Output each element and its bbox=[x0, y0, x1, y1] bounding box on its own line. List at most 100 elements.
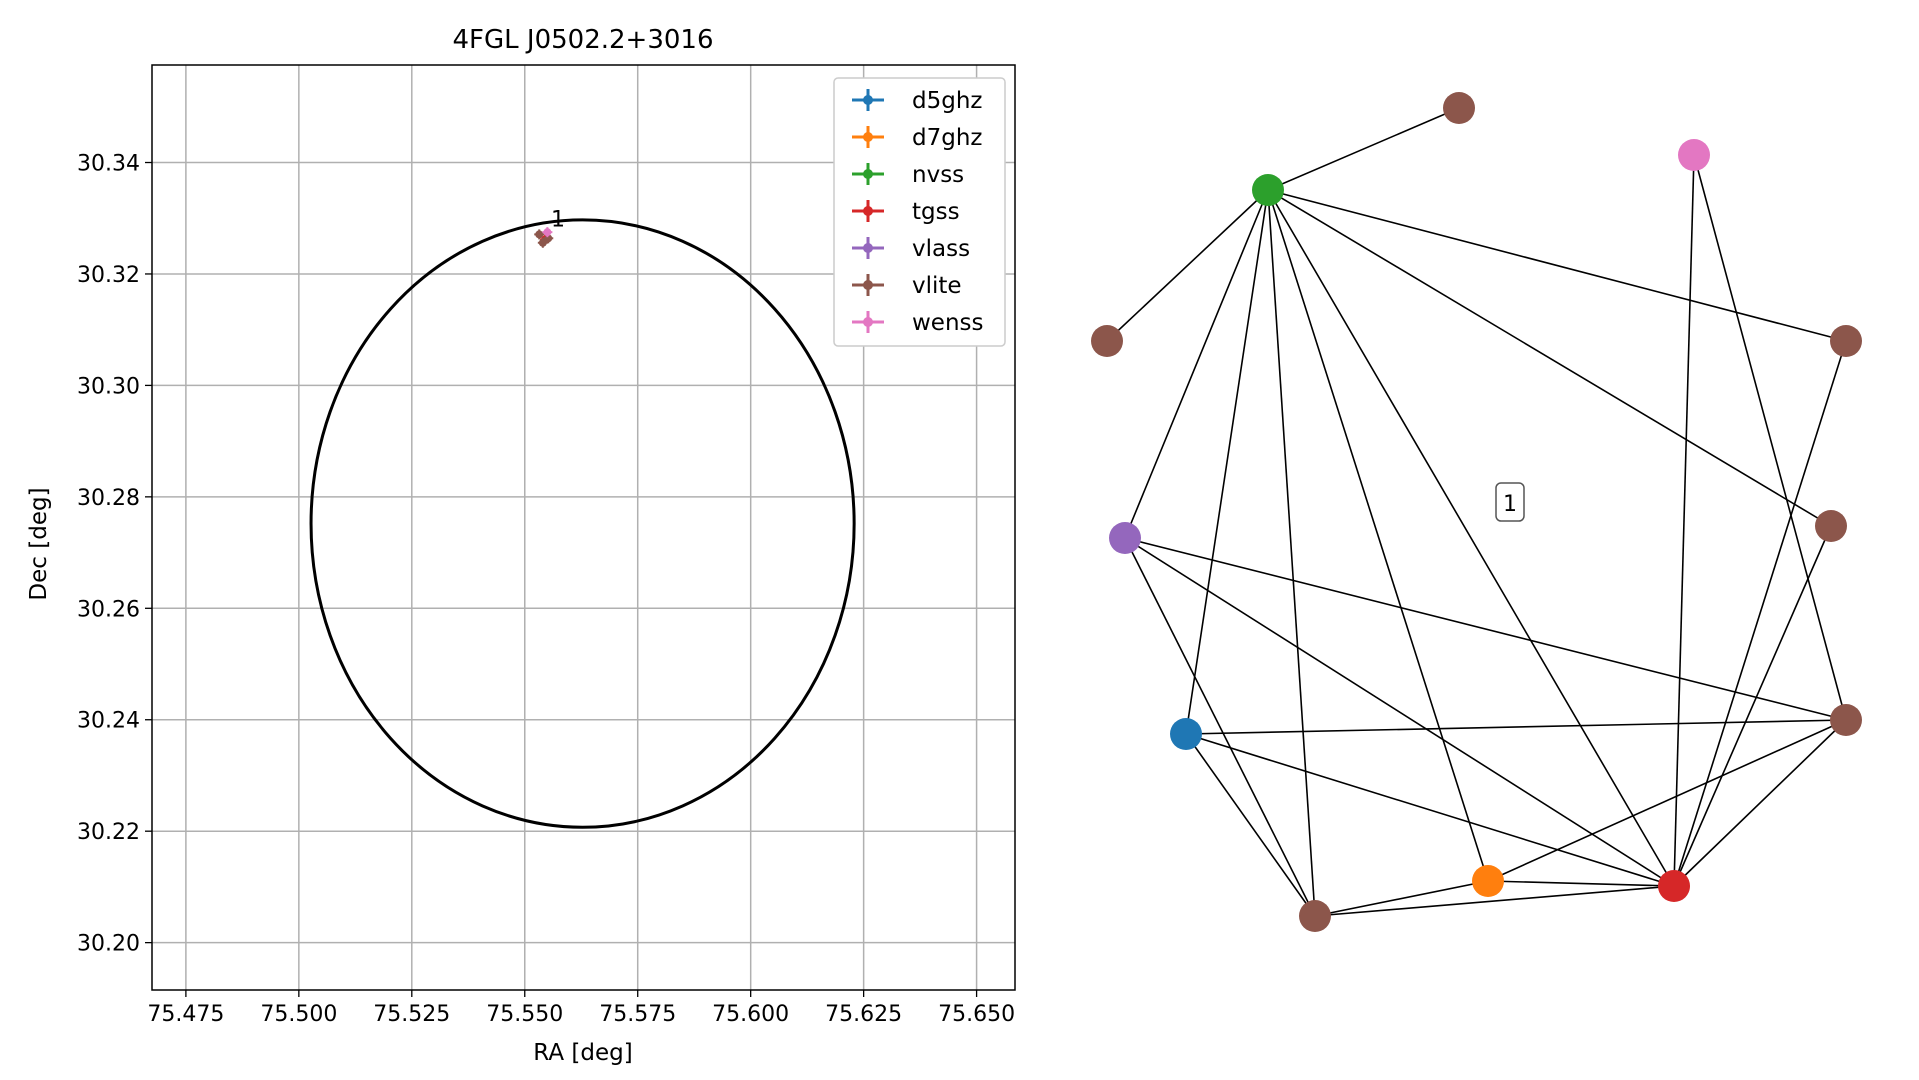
edge bbox=[1185, 733, 1316, 917]
node-orange bbox=[1472, 865, 1504, 897]
graph-edges bbox=[1106, 107, 1847, 917]
edge bbox=[1106, 189, 1269, 342]
node-blue bbox=[1170, 718, 1202, 750]
edge bbox=[1267, 189, 1675, 887]
x-tick-label: 75.500 bbox=[260, 1002, 337, 1027]
edge bbox=[1267, 189, 1316, 917]
legend-box bbox=[833, 77, 1006, 347]
cluster-label: 1 bbox=[1503, 492, 1517, 517]
node-brown-left bbox=[1091, 325, 1123, 357]
x-tick-label: 75.650 bbox=[938, 1002, 1015, 1027]
graph-nodes bbox=[1091, 92, 1862, 932]
edge bbox=[1673, 340, 1847, 887]
node-n-top bbox=[1443, 92, 1475, 124]
legend-marker bbox=[863, 95, 873, 105]
x-tick-label: 75.525 bbox=[373, 1002, 450, 1027]
edge bbox=[1267, 189, 1832, 527]
edge bbox=[1124, 537, 1316, 917]
y-tick-label: 30.22 bbox=[77, 820, 140, 845]
edge bbox=[1673, 154, 1695, 887]
edge bbox=[1267, 189, 1847, 342]
x-tick-label: 75.625 bbox=[825, 1002, 902, 1027]
edge bbox=[1314, 885, 1675, 917]
y-tick-label: 30.26 bbox=[77, 597, 140, 622]
legend-marker bbox=[863, 132, 873, 142]
legend-marker bbox=[863, 206, 873, 216]
node-brown-right-top bbox=[1830, 325, 1862, 357]
legend-item-d7ghz: d7ghz bbox=[852, 125, 982, 151]
point-marker bbox=[544, 234, 553, 243]
point-marker bbox=[535, 230, 544, 239]
edge bbox=[1267, 107, 1460, 191]
legend-item-wenss: wenss bbox=[852, 310, 984, 336]
legend-item-nvss: nvss bbox=[852, 162, 964, 188]
legend-items: d5ghz d7ghz nvss tgss vlass vlite wenss bbox=[852, 88, 984, 336]
edge bbox=[1124, 537, 1847, 721]
legend-label: vlass bbox=[912, 236, 970, 262]
uncertainty-ellipse bbox=[309, 218, 856, 829]
data-point-vlite bbox=[543, 233, 554, 244]
legend-label: d7ghz bbox=[912, 125, 982, 151]
cluster-annotation: 1 bbox=[551, 208, 565, 233]
legend-item-vlass: vlass bbox=[852, 236, 970, 262]
node-pink bbox=[1678, 139, 1710, 171]
sky-plot: 1 75.475 75.500 75.525 75.550 75.575 75.600 75… bbox=[26, 25, 1016, 1066]
edge bbox=[1124, 537, 1675, 887]
edge bbox=[1185, 189, 1269, 735]
x-tick-label: 75.575 bbox=[599, 1002, 676, 1027]
legend-marker bbox=[863, 280, 873, 290]
edge bbox=[1487, 880, 1675, 887]
x-tick-label: 75.475 bbox=[147, 1002, 224, 1027]
data-point-vlite bbox=[534, 229, 545, 240]
legend-label: wenss bbox=[912, 310, 984, 336]
cluster-label-box: 1 bbox=[1495, 482, 1525, 522]
edge bbox=[1185, 733, 1675, 887]
y-tick-label: 30.32 bbox=[77, 263, 140, 288]
edge bbox=[1267, 189, 1489, 882]
y-tick-label: 30.34 bbox=[77, 152, 140, 177]
legend-label: vlite bbox=[912, 273, 962, 299]
legend-label: nvss bbox=[912, 162, 964, 188]
x-ticks: 75.475 75.500 75.525 75.550 75.575 75.600 75.6… bbox=[147, 990, 1015, 1027]
y-ticks: 30.20 30.22 30.24 30.26 30.28 30.30 30.32 30.34 bbox=[77, 152, 152, 957]
node-red bbox=[1658, 870, 1690, 902]
node-green bbox=[1252, 174, 1284, 206]
legend: d5ghz d7ghz nvss tgss vlass vlite wenss bbox=[833, 77, 1006, 347]
x-axis-label: RA [deg] bbox=[533, 1040, 632, 1066]
edge bbox=[1314, 880, 1489, 917]
edge bbox=[1487, 719, 1847, 882]
edge bbox=[1185, 719, 1847, 735]
legend-item-tgss: tgss bbox=[852, 199, 960, 225]
legend-marker bbox=[863, 317, 873, 327]
axes-frame bbox=[151, 64, 1016, 991]
data-points bbox=[534, 227, 554, 248]
y-axis-label: Dec [deg] bbox=[26, 487, 52, 600]
point-marker bbox=[538, 238, 547, 247]
legend-label: d5ghz bbox=[912, 88, 982, 114]
y-tick-label: 30.30 bbox=[77, 374, 140, 399]
x-tick-label: 75.550 bbox=[486, 1002, 563, 1027]
legend-marker bbox=[863, 169, 873, 179]
edge bbox=[1693, 154, 1847, 721]
data-point-vlite bbox=[537, 237, 548, 248]
legend-marker bbox=[863, 243, 873, 253]
grid bbox=[152, 65, 1015, 990]
node-brown-right-low bbox=[1830, 704, 1862, 736]
y-tick-label: 30.20 bbox=[77, 932, 140, 957]
edge bbox=[1124, 189, 1269, 539]
network-graph: 1 bbox=[1091, 92, 1862, 932]
ellipse-outline bbox=[309, 218, 856, 829]
x-tick-label: 75.600 bbox=[712, 1002, 789, 1027]
legend-item-d5ghz: d5ghz bbox=[852, 88, 982, 114]
legend-label: tgss bbox=[912, 199, 960, 225]
edge bbox=[1673, 525, 1832, 887]
legend-item-vlite: vlite bbox=[852, 273, 962, 299]
y-tick-label: 30.28 bbox=[77, 486, 140, 511]
chart-title: 4FGL J0502.2+3016 bbox=[453, 25, 714, 55]
data-point-wenss bbox=[542, 227, 553, 238]
point-marker bbox=[543, 228, 552, 237]
node-purple bbox=[1109, 522, 1141, 554]
edge bbox=[1673, 719, 1847, 887]
node-brown-right-mid bbox=[1815, 510, 1847, 542]
